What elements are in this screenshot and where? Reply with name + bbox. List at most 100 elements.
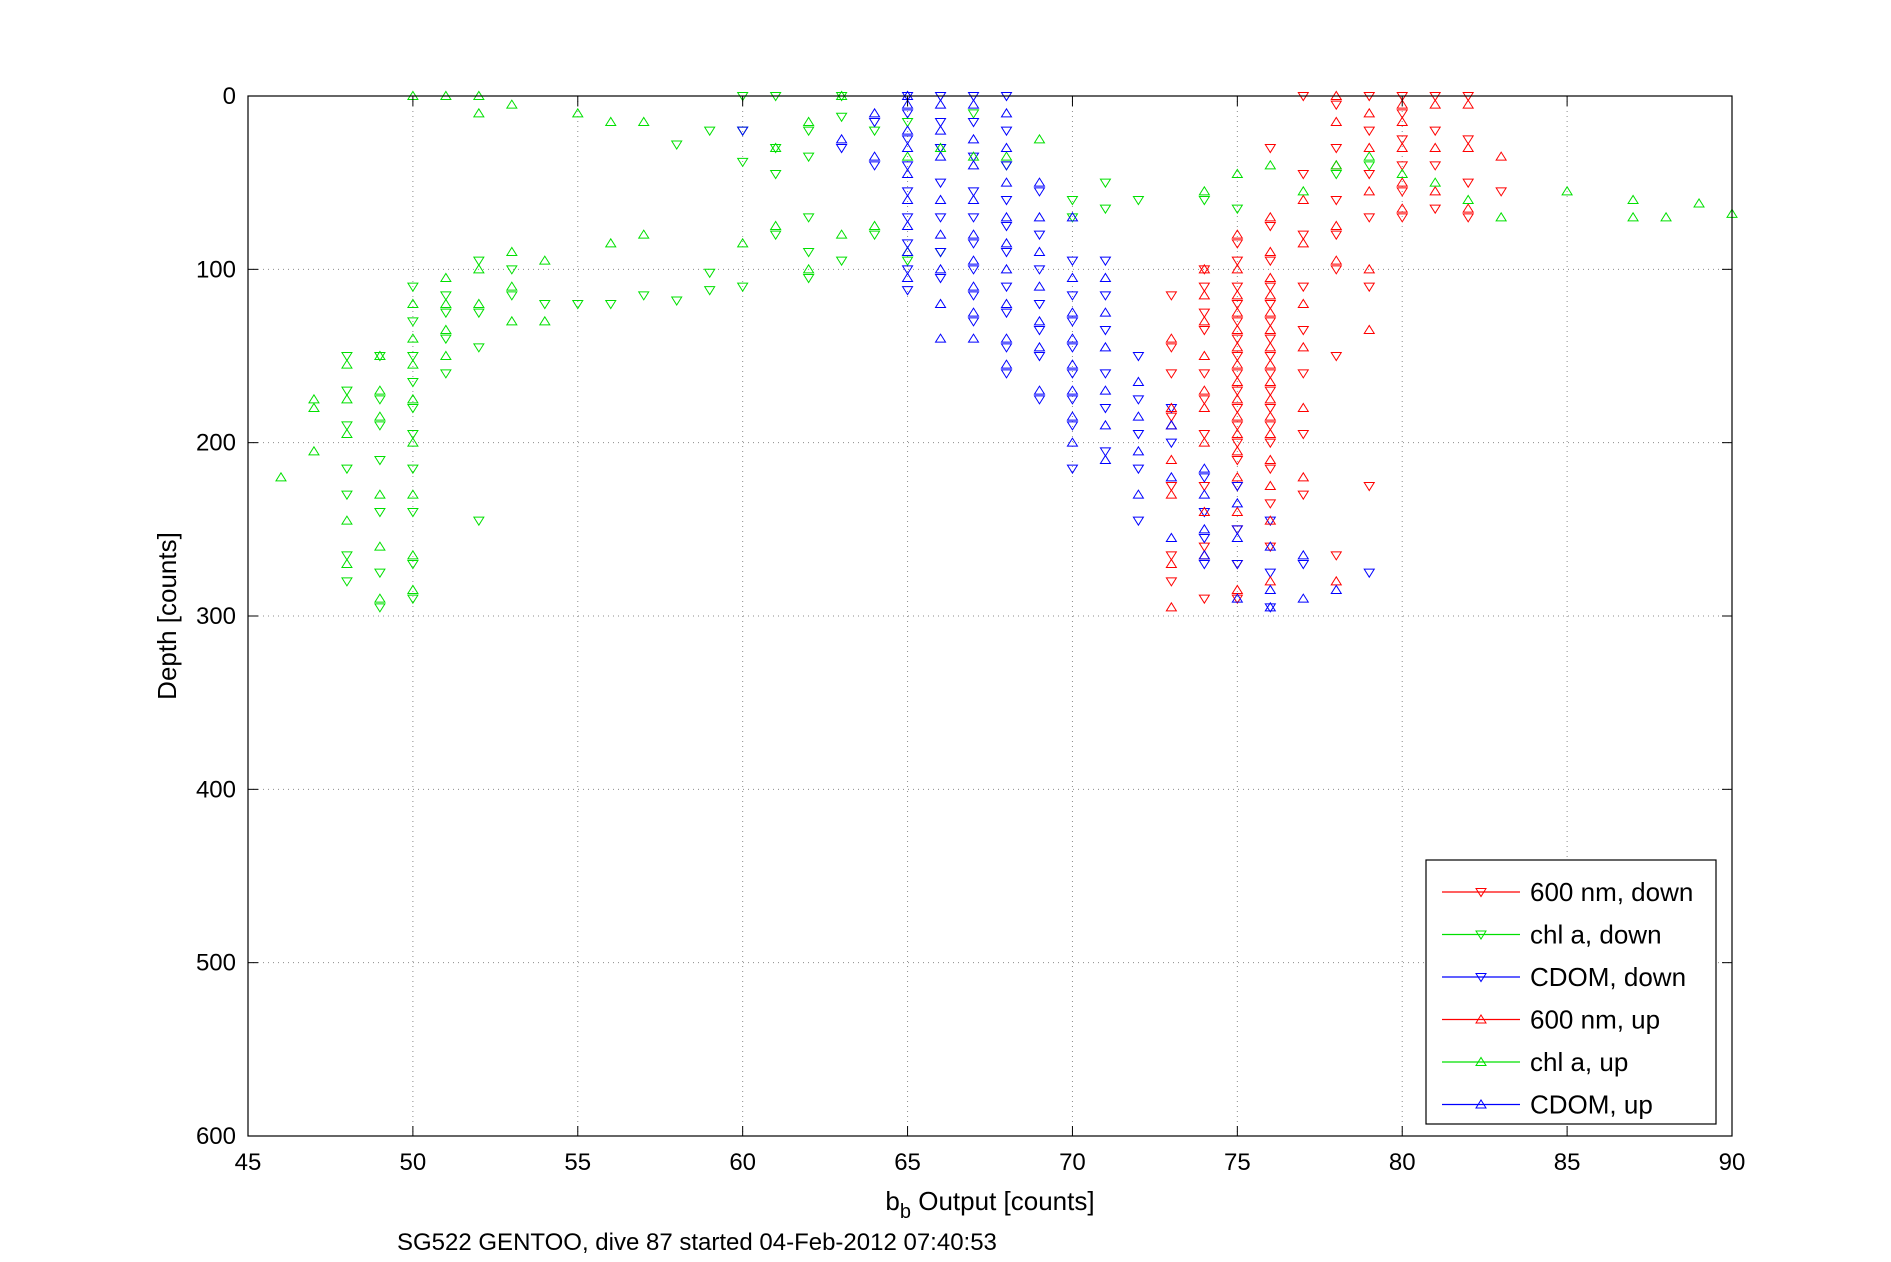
data-point (1363, 263, 1376, 274)
x-tick-label: 50 (400, 1149, 427, 1176)
data-point (1396, 135, 1409, 145)
x-tick-label: 85 (1554, 1149, 1581, 1176)
legend-entry: chl a, up (1442, 1047, 1628, 1077)
data-point (1264, 404, 1277, 414)
data-point (1264, 282, 1277, 293)
data-point (1231, 263, 1244, 274)
data-point (1297, 170, 1310, 180)
data-point (1231, 369, 1244, 379)
data-point (439, 350, 452, 360)
data-point (1000, 196, 1013, 206)
data-point (1000, 237, 1013, 248)
data-point (967, 118, 980, 128)
data-point (341, 577, 353, 587)
data-point (1264, 341, 1277, 352)
data-point (1231, 404, 1244, 414)
data-point (670, 296, 683, 306)
data-point (538, 255, 551, 265)
data-point (736, 126, 749, 137)
data-point (472, 263, 485, 274)
data-point (967, 307, 980, 317)
data-point (1297, 237, 1310, 248)
data-point (835, 229, 848, 239)
data-point (1231, 341, 1244, 352)
data-point (1264, 464, 1277, 475)
data-point (1231, 593, 1244, 603)
data-point (1165, 333, 1178, 343)
data-point (1462, 142, 1475, 152)
data-point (1330, 255, 1343, 265)
x-tick-label: 80 (1389, 1149, 1416, 1176)
data-point (374, 508, 386, 518)
data-point (1165, 532, 1178, 542)
data-point (1264, 246, 1277, 256)
data-point (275, 471, 287, 482)
data-point (934, 144, 947, 154)
data-point (1033, 395, 1046, 405)
data-point (1297, 549, 1310, 560)
legend-marker (1475, 973, 1487, 983)
data-point (967, 194, 980, 204)
data-point (374, 489, 386, 499)
data-point (1264, 601, 1277, 612)
data-point (571, 107, 584, 118)
data-point (769, 170, 782, 180)
data-point (967, 133, 980, 144)
data-point (1099, 454, 1112, 464)
legend-label: CDOM, up (1530, 1090, 1653, 1120)
data-point (901, 239, 914, 249)
data-point (1165, 601, 1178, 612)
data-point (1165, 343, 1178, 353)
data-point (1099, 341, 1112, 352)
data-point (341, 421, 353, 431)
data-point (1033, 230, 1046, 241)
data-point (1363, 324, 1376, 334)
data-point (835, 112, 848, 123)
data-point (802, 116, 815, 126)
data-point (1264, 499, 1277, 509)
data-point (1264, 289, 1277, 300)
data-point (1693, 198, 1705, 208)
data-point (1396, 99, 1409, 109)
data-point (1165, 558, 1178, 568)
data-point (1264, 516, 1277, 527)
x-tick-label: 60 (729, 1149, 756, 1176)
data-point (1066, 464, 1079, 475)
data-point (901, 168, 914, 178)
data-point (934, 229, 947, 239)
data-point (1066, 333, 1079, 343)
data-point (1330, 352, 1343, 362)
data-point (1198, 560, 1211, 570)
data-point (835, 133, 848, 144)
data-point (341, 490, 353, 501)
legend-box (1425, 859, 1717, 1125)
data-point (406, 489, 419, 499)
data-point (934, 194, 947, 204)
data-point (1396, 203, 1409, 213)
data-point (1231, 471, 1244, 482)
data-point (901, 220, 914, 230)
data-point (967, 99, 980, 109)
data-point (1099, 178, 1112, 189)
data-point (1066, 437, 1079, 447)
data-point (439, 298, 452, 308)
data-point (1066, 343, 1079, 353)
data-point (1231, 411, 1244, 421)
data-point (868, 151, 881, 161)
data-point (901, 142, 914, 152)
data-point (1198, 395, 1211, 405)
series-5 (835, 90, 1343, 612)
data-point (1231, 445, 1244, 456)
data-point (341, 359, 353, 369)
data-point (1231, 204, 1244, 215)
data-point (1561, 185, 1574, 196)
data-point (1330, 116, 1343, 126)
legend-entry: chl a, down (1442, 920, 1662, 950)
data-point (604, 237, 617, 248)
data-point (341, 393, 353, 404)
data-point (1198, 265, 1211, 275)
data-point (1165, 577, 1178, 587)
data-point (1198, 326, 1211, 336)
data-point (1264, 211, 1277, 222)
data-point (374, 603, 386, 613)
